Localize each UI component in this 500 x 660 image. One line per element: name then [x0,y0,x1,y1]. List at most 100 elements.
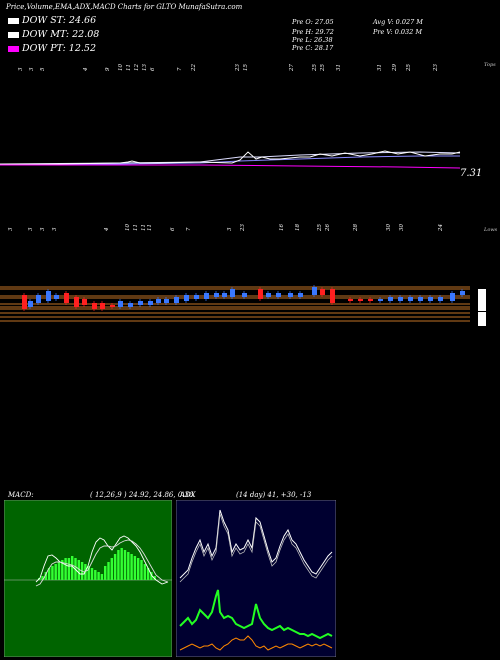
top-date-label: 25 [406,64,412,72]
macd-bar [51,566,54,580]
macd-bar [71,556,74,580]
macd-bar [100,574,104,580]
low-date-label: 24 [438,224,444,232]
di-minus-line [179,635,333,651]
candle-body [214,293,219,297]
macd-line [35,535,169,585]
low-date-label: 26 [325,224,331,232]
top-date-label: 4 [83,67,89,72]
candle-body [378,299,383,301]
macd-bar [133,556,137,580]
macd-bar [110,558,113,580]
candle-body [92,303,97,309]
candle-body [194,295,199,299]
top-date-label: 11 [126,64,132,71]
candle-body [64,293,69,303]
candle-body [408,297,413,301]
candle-body [418,297,423,301]
candle-body [82,299,87,305]
candle-body [118,301,123,307]
last-price-label: 7.31 [460,168,482,179]
candle-body [54,295,59,299]
candle-body [258,289,263,299]
macd-bar [123,550,127,580]
top-date-label: 7 [177,67,183,71]
top-date-label: 10 [118,64,124,71]
macd-bar [146,568,150,580]
macd-bar [140,560,143,580]
candle-body [138,301,143,305]
candle-body [28,301,33,307]
macd-bar [90,568,94,580]
candles [22,285,465,311]
candle-body [438,297,443,301]
legend-dow-st: DOW ST: 24.66 [8,15,96,26]
macd-bar [41,576,44,580]
candle-body [368,299,373,301]
legend-swatch-dow-pt [8,45,19,52]
legend-dow-mt: DOW MT: 22.08 [8,29,99,40]
top-date-label: 13 [142,64,148,71]
candle-body [74,297,79,307]
macd-signal-line [35,539,169,587]
macd-histogram [38,548,156,580]
adx-params: (14 day) 41, +30, -13 [236,491,312,499]
low-date-labels: 3 3 3 3 4 10 11 11 11 6 7 3 23 16 18 25 26 28 30 30 24 [8,224,444,232]
di-plus-line [179,589,333,640]
adx-line-shadow [179,513,333,583]
macd-bar [120,548,123,580]
top-date-label: 31 [336,64,342,71]
low-date-label: 4 [104,227,110,232]
low-date-label: 3 [40,227,46,231]
macd-bar [64,558,67,580]
top-date-label: 9 [105,67,111,71]
tops-label: Tops [484,62,496,68]
macd-bar [107,562,110,580]
candle-body [100,303,105,309]
macd-bar [47,568,51,580]
macd-panel [4,500,172,657]
lows-label: Lows [483,227,498,233]
macd-bar [77,560,80,580]
macd-bar [54,564,57,580]
candle-body [148,301,153,305]
candle-body [288,293,293,297]
top-date-label: 25 [312,64,318,72]
stat-low: Pre L: 26.38 [292,36,333,44]
candle-body [330,289,335,303]
candle-body [46,291,51,301]
macd-bar [153,576,156,580]
macd-bar [143,564,146,580]
low-date-label: 18 [295,224,301,231]
candle-body [266,293,271,297]
candle-body [312,287,317,295]
candle-body [156,299,161,303]
candle-body [110,305,115,307]
candle-body [298,293,303,297]
top-date-label: 27 [289,64,295,72]
top-date-label: 15 [243,64,249,71]
low-date-label: 3 [28,227,34,231]
ema-line-long [0,155,460,165]
top-date-label: 23 [433,64,439,72]
macd-label: MACD: [8,491,34,499]
low-date-label: 28 [353,224,359,232]
legend-dow-pt: DOW PT: 12.52 [8,43,96,54]
candle-body [388,297,393,301]
macd-bar [130,554,133,580]
top-date-label: 3 [29,67,35,71]
candle-body [222,293,227,297]
candle-body [398,297,403,301]
low-date-label: 30 [399,224,405,231]
macd-bar [87,566,90,580]
candle-body [36,295,41,303]
top-date-label: 3 [18,67,24,71]
chart-header: Price,Volume,EMA,ADX,MACD Charts for GLT… [6,3,243,11]
top-date-label: 31 [377,64,383,71]
stat-avg-volume: Avg V: 0.027 M [373,18,423,26]
top-date-label: 5 [40,67,46,71]
adx-panel [176,500,336,657]
candle-body [460,291,465,295]
macd-bar [104,566,107,580]
macd-bar [94,570,97,580]
